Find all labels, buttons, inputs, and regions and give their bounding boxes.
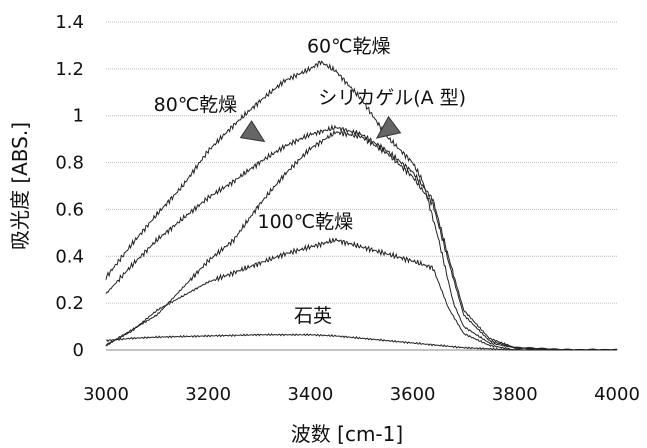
x-tick-label: 3400 (287, 384, 333, 405)
x-axis-label: 波数 [cm-1] (291, 422, 403, 446)
y-tick-label: 0.8 (55, 153, 84, 174)
x-tick-label: 3000 (83, 384, 129, 405)
y-axis-label: 吸光度 [ABS.] (8, 122, 32, 250)
series-annotation: 80℃乾燥 (154, 94, 238, 116)
y-tick-label: 0 (73, 340, 84, 361)
x-tick-label: 3800 (492, 384, 538, 405)
series-annotation: 60℃乾燥 (307, 35, 391, 57)
series-annotation: シリカゲル(A 型) (318, 87, 466, 109)
x-tick-label: 3600 (390, 384, 436, 405)
arrow-marker (375, 115, 402, 139)
y-tick-label: 0.2 (55, 293, 84, 314)
y-tick-label: 1.4 (55, 12, 84, 33)
series-line (105, 237, 617, 351)
y-tick-label: 0.4 (55, 246, 84, 267)
series-line (105, 333, 618, 351)
axis-layer: 0 0.2 0.4 0.6 0.8 1 1.2 1.4 3000 3200 3400 3600 3800… (55, 12, 640, 405)
series-annotation: 石英 (294, 305, 332, 327)
series-line (105, 123, 618, 351)
y-tick-label: 1.2 (55, 59, 84, 80)
series-annotation: 100℃乾燥 (257, 211, 353, 233)
x-tick-label: 4000 (594, 384, 640, 405)
arrow-marker (239, 120, 266, 143)
series-line (105, 129, 618, 351)
series-layer (105, 60, 618, 351)
y-tick-label: 0.6 (55, 199, 84, 220)
y-tick-label: 1 (73, 106, 84, 127)
x-tick-label: 3200 (185, 384, 231, 405)
